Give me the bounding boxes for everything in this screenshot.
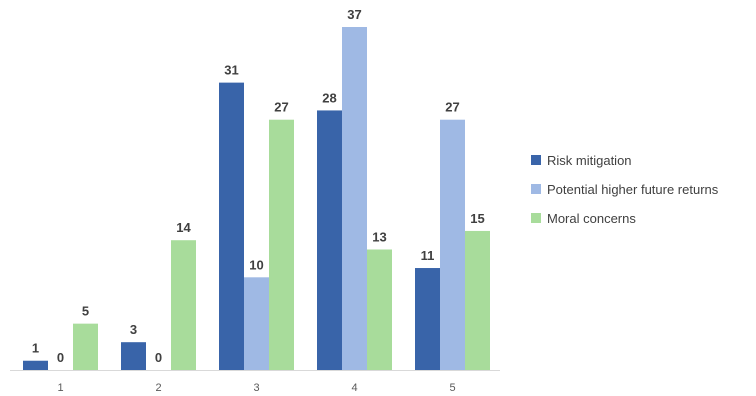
legend-item-risk-mitigation: Risk mitigation: [531, 150, 756, 170]
data-label-risk-mitigation-2: 3: [130, 322, 137, 337]
data-label-potential-higher-future-returns-1: 0: [57, 350, 64, 365]
bar-moral-concerns-5: [465, 230, 490, 370]
data-label-risk-mitigation-5: 11: [421, 248, 435, 263]
bar-moral-concerns-3: [269, 119, 294, 371]
legend-item-moral-concerns: Moral concerns: [531, 208, 756, 228]
bar-risk-mitigation-5: [415, 268, 440, 370]
legend-swatch-risk-mitigation: [531, 155, 541, 165]
bar-potential-higher-future-returns-3: [244, 277, 269, 370]
bar-moral-concerns-4: [367, 249, 392, 370]
x-tick-label-1: 1: [57, 382, 63, 394]
legend-label-risk-mitigation: Risk mitigation: [547, 152, 632, 168]
legend-swatch-potential-higher-future-returns: [531, 184, 541, 194]
data-label-potential-higher-future-returns-4: 37: [347, 7, 361, 22]
bar-risk-mitigation-1: [23, 360, 48, 370]
data-label-potential-higher-future-returns-2: 0: [155, 350, 162, 365]
data-label-potential-higher-future-returns-5: 27: [445, 100, 459, 115]
bar-risk-mitigation-3: [219, 82, 244, 371]
data-label-moral-concerns-1: 5: [82, 304, 89, 319]
bar-potential-higher-future-returns-5: [440, 119, 465, 371]
data-label-moral-concerns-2: 14: [176, 220, 191, 235]
bar-moral-concerns-2: [171, 240, 196, 370]
data-label-risk-mitigation-1: 1: [32, 341, 39, 356]
x-tick-label-5: 5: [449, 382, 455, 394]
x-tick-label-3: 3: [253, 382, 259, 394]
data-label-moral-concerns-3: 27: [274, 100, 288, 115]
legend-item-potential-higher-future-returns: Potential higher future returns: [531, 179, 756, 199]
x-tick-label-4: 4: [351, 382, 357, 394]
x-tick-label-2: 2: [155, 382, 161, 394]
legend-swatch-moral-concerns: [531, 213, 541, 223]
data-label-risk-mitigation-3: 31: [224, 63, 238, 78]
data-label-potential-higher-future-returns-3: 10: [249, 257, 263, 272]
legend: Risk mitigation Potential higher future …: [531, 150, 756, 237]
bar-potential-higher-future-returns-4: [342, 27, 367, 370]
bar-risk-mitigation-2: [121, 342, 146, 370]
legend-label-potential-higher-future-returns: Potential higher future returns: [547, 181, 719, 197]
data-label-moral-concerns-4: 13: [372, 229, 386, 244]
data-label-risk-mitigation-4: 28: [322, 90, 336, 105]
legend-label-moral-concerns: Moral concerns: [547, 210, 636, 226]
bar-moral-concerns-1: [73, 323, 98, 370]
bar-risk-mitigation-4: [317, 110, 342, 370]
data-label-moral-concerns-5: 15: [470, 211, 484, 226]
